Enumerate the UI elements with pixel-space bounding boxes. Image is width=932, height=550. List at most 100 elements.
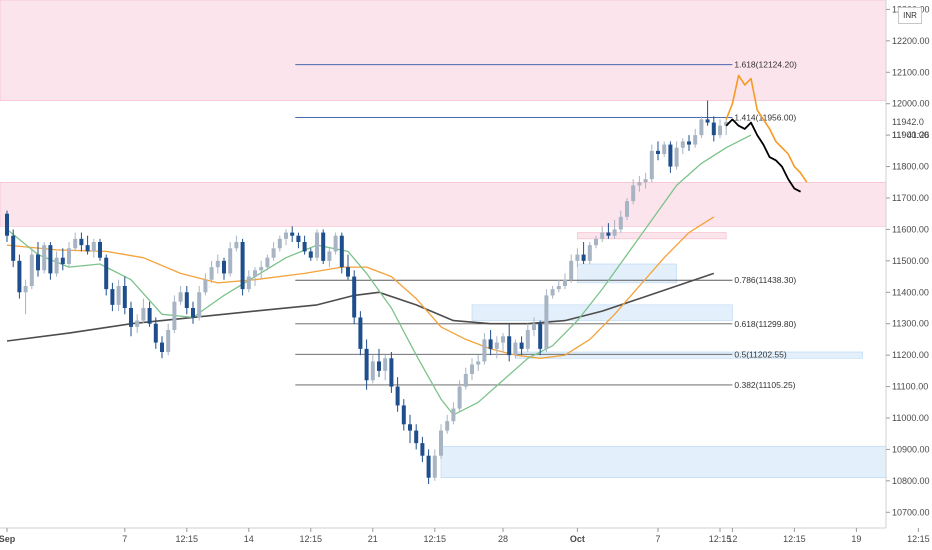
x-tick-label-1: 7 <box>122 534 127 544</box>
x-tick-label-7: 28 <box>498 534 508 544</box>
candle-body-32 <box>203 279 208 293</box>
y-tick-label-6: 11300.00 <box>892 319 929 329</box>
candle-body-14 <box>91 242 96 252</box>
candle-body-111 <box>693 135 698 145</box>
candle-body-23 <box>147 308 152 324</box>
candle-body-38 <box>240 242 245 290</box>
fib-label-5: 0.382(11105.25) <box>734 380 795 390</box>
candle-body-33 <box>209 267 214 280</box>
x-tick-label-5: 21 <box>368 534 378 544</box>
candle-body-58 <box>364 348 369 381</box>
candle-body-20 <box>129 308 133 327</box>
x-tick-label-11: 12 <box>727 534 737 544</box>
candle-body-55 <box>346 267 350 277</box>
y-tick-label-10: 11700.00 <box>892 193 929 203</box>
candle-body-98 <box>612 229 617 236</box>
y-tick-label-4: 11100.00 <box>892 382 928 392</box>
candle-body-53 <box>333 235 338 252</box>
indicator-lines-layer <box>6 134 752 416</box>
last-price-box <box>888 114 932 128</box>
candle-body-74 <box>463 374 468 387</box>
y-tick-label-2: 10900.00 <box>892 444 930 454</box>
candle-body-73 <box>457 386 462 409</box>
supply-zone-0 <box>0 0 887 101</box>
candle-body-107 <box>668 144 673 167</box>
candle-body-60 <box>377 361 381 371</box>
candle-body-70 <box>439 430 443 456</box>
candle-body-69 <box>432 455 437 478</box>
y-tick-label-11: 11800.00 <box>892 162 929 172</box>
candle-body-37 <box>234 242 239 249</box>
candle-body-97 <box>606 232 611 236</box>
candle-body-87 <box>544 295 549 349</box>
candle-body-113 <box>705 119 710 123</box>
candle-body-85 <box>532 323 536 330</box>
candle-body-35 <box>222 260 226 274</box>
y-tick-label-8: 11500.00 <box>892 256 929 266</box>
candle-body-71 <box>445 421 450 431</box>
candle-body-96 <box>600 232 605 239</box>
candle-body-12 <box>79 238 84 246</box>
x-tick-label-2: 12:15 <box>176 534 199 544</box>
candle-body-93 <box>581 254 586 261</box>
candle-body-116 <box>724 121 729 126</box>
candle-body-48 <box>302 242 307 252</box>
candle-body-34 <box>215 260 220 268</box>
candle-body-105 <box>656 150 660 154</box>
candle-body-59 <box>370 361 375 381</box>
candle-body-103 <box>643 179 648 183</box>
candle-body-17 <box>110 289 115 305</box>
candle-body-75 <box>470 364 474 374</box>
y-tick-label-5: 11200.00 <box>892 350 929 360</box>
x-tick-label-13: 19 <box>851 534 861 544</box>
candle-body-76 <box>476 361 481 365</box>
y-tick-label-9: 11600.00 <box>892 224 929 234</box>
candle-body-63 <box>395 386 400 406</box>
zones-layer <box>0 0 887 479</box>
candle-body-62 <box>389 358 394 387</box>
candle-body-65 <box>408 424 412 431</box>
ema-orange-line <box>6 216 715 359</box>
timer-label: 11¹ 41:26 <box>892 130 929 140</box>
x-tick-label-9: 7 <box>655 534 660 544</box>
candle-body-91 <box>569 260 574 280</box>
currency-badge[interactable]: INR <box>898 7 922 24</box>
candle-body-82 <box>513 342 518 356</box>
candle-body-15 <box>98 242 102 258</box>
candle-body-95 <box>594 238 598 246</box>
candle-body-50 <box>315 232 319 258</box>
candle-body-83 <box>519 342 524 349</box>
x-tick-label-14: 12:15 <box>907 534 930 544</box>
candle-body-114 <box>711 122 716 136</box>
candle-body-18 <box>116 286 121 305</box>
demand-zone-6 <box>440 445 887 479</box>
y-tick-label-13: 12000.00 <box>892 99 930 109</box>
candle-body-30 <box>191 308 195 318</box>
candle-body-46 <box>290 232 295 236</box>
candle-body-64 <box>401 405 406 425</box>
candle-body-44 <box>277 238 282 249</box>
fib-label-1: 1.414(11956.00) <box>734 113 796 123</box>
candle-body-25 <box>160 342 164 352</box>
y-tick-label-1: 10800.00 <box>892 476 930 486</box>
candle-body-1 <box>11 235 16 261</box>
candle-body-26 <box>166 330 171 352</box>
candle-body-77 <box>482 339 487 362</box>
candle-body-29 <box>184 292 189 308</box>
y-tick-label-0: 10700.00 <box>892 507 930 517</box>
x-tick-label-6: 12:15 <box>424 534 447 544</box>
candles-layer <box>5 100 729 484</box>
candle-body-51 <box>321 232 326 261</box>
candle-body-56 <box>352 276 357 318</box>
candle-body-41 <box>259 267 264 271</box>
candle-body-13 <box>85 245 90 252</box>
candle-body-99 <box>618 216 623 230</box>
candle-body-108 <box>674 147 679 167</box>
y-tick-label-15: 12200.00 <box>892 36 930 46</box>
candle-body-110 <box>687 141 691 145</box>
candle-body-88 <box>550 289 555 296</box>
candle-body-9 <box>60 257 65 264</box>
candle-body-84 <box>525 330 530 349</box>
projection-orange-path <box>725 74 808 183</box>
